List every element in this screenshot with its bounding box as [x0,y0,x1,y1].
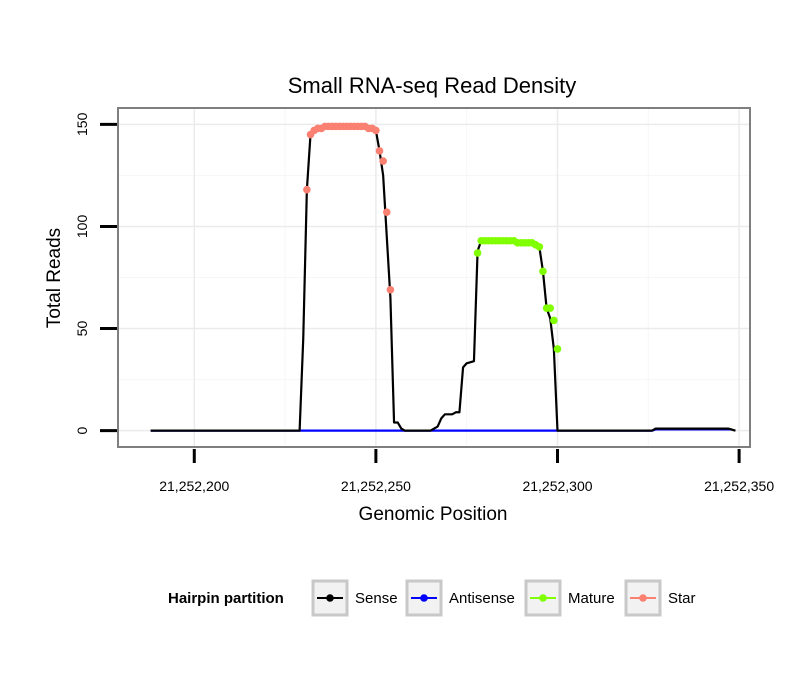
y-tick-label: 0 [74,427,90,435]
legend-point-mature [539,594,547,602]
data-point-mature [553,345,562,353]
data-point-mature [535,243,544,251]
x-tick-label: 21,252,250 [341,478,411,494]
x-axis: 21,252,200 21,252,250 21,252,300 21,252,350 [159,449,774,494]
legend-title: Hairpin partition [168,590,284,607]
data-point-star [375,147,384,155]
y-axis: 0 50 100 150 [74,112,117,435]
y-tick-label: 100 [74,215,90,239]
legend-label-sense: Sense [355,590,398,607]
series-points [303,122,562,353]
data-point-star [303,185,311,194]
data-point-star [379,157,387,165]
x-tick-label: 21,252,300 [522,478,592,494]
data-point-star [386,285,395,294]
y-axis-title: Total Reads [44,228,65,328]
plot-panel-border [117,107,751,448]
y-tick-label: 50 [74,321,90,337]
legend-label-antisense: Antisense [449,590,515,607]
x-axis-title: Genomic Position [359,504,508,525]
chart-title: Small RNA-seq Read Density [288,73,577,98]
x-tick-label: 21,252,200 [159,478,229,494]
data-point-mature [473,249,482,257]
x-tick-label: 21,252,350 [704,478,774,494]
data-point-star [382,208,391,216]
data-point-star [372,126,380,135]
legend: Hairpin partition Sense Antisense Mature St… [168,579,696,617]
grid-minor [118,108,750,447]
legend-label-mature: Mature [568,590,615,607]
data-point-mature [539,267,547,276]
legend-point-sense [326,594,334,602]
data-point-mature [550,316,558,325]
legend-point-star [639,594,647,602]
y-tick-label: 150 [74,112,90,136]
legend-label-star: Star [668,590,696,607]
legend-point-antisense [420,594,428,602]
data-point-mature [546,304,555,312]
